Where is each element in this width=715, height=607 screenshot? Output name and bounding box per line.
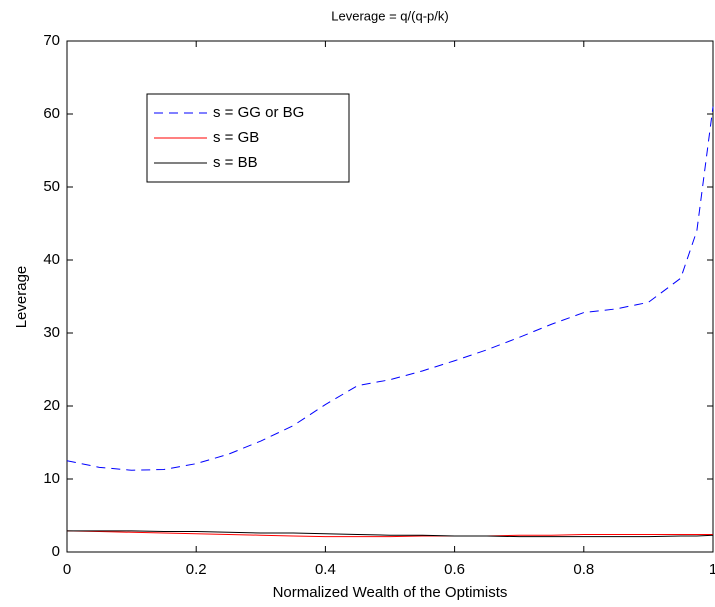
x-tick-label: 0.2	[186, 561, 207, 578]
y-tick-label: 10	[43, 470, 60, 487]
y-tick-label: 40	[43, 251, 60, 268]
y-tick-label: 60	[43, 105, 60, 122]
legend-label: s = GG or BG	[213, 104, 304, 121]
y-tick-label: 0	[52, 543, 60, 560]
x-tick-label: 1	[709, 561, 715, 578]
x-tick-label: 0.6	[444, 561, 465, 578]
legend-label: s = GB	[213, 129, 259, 146]
chart-title: Leverage = q/(q-p/k)	[331, 8, 448, 23]
x-tick-label: 0.4	[315, 561, 336, 578]
series-line	[66, 106, 714, 471]
y-axis-label: Leverage	[13, 266, 30, 329]
legend-label: s = BB	[213, 154, 258, 171]
x-tick-label: 0	[63, 561, 71, 578]
x-axis-label: Normalized Wealth of the Optimists	[273, 584, 508, 601]
series-line	[67, 530, 714, 538]
x-tick-label: 0.8	[573, 561, 594, 578]
series-line	[66, 530, 713, 538]
y-tick-label: 50	[43, 178, 60, 195]
y-tick-label: 20	[43, 397, 60, 414]
y-tick-label: 70	[43, 32, 60, 49]
y-tick-label: 30	[43, 324, 60, 341]
